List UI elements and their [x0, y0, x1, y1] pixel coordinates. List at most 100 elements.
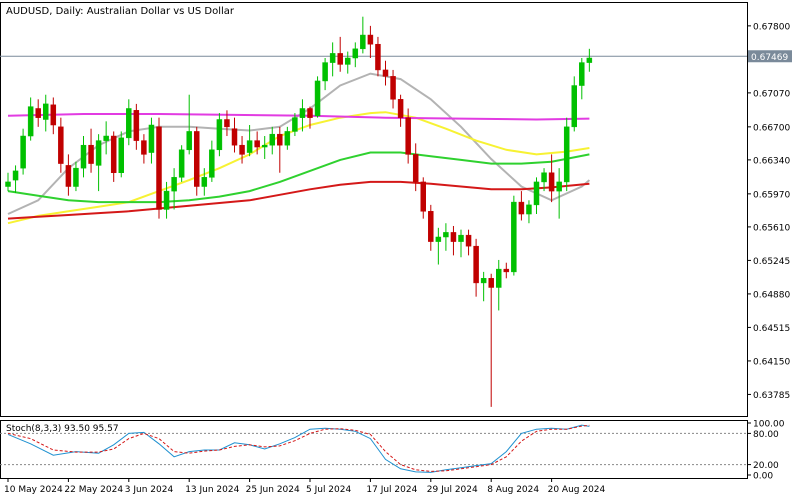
- candle-body: [156, 126, 162, 210]
- candle: [58, 117, 64, 173]
- candle-body: [397, 99, 404, 118]
- candle: [465, 229, 472, 256]
- candle: [533, 177, 540, 215]
- candle-body: [12, 170, 19, 181]
- candle-body: [420, 181, 426, 212]
- candle: [103, 121, 109, 155]
- candle: [352, 42, 359, 68]
- x-axis-label: 13 Jun 2024: [185, 485, 239, 495]
- stochastic-axis-label: 20.00: [753, 461, 779, 471]
- candle: [118, 131, 124, 178]
- candle: [397, 94, 404, 127]
- candle-body: [473, 245, 479, 284]
- stochastic-line: [7, 424, 590, 472]
- candle-body: [50, 104, 57, 126]
- candle-body: [231, 128, 238, 146]
- price-axis-label: 0.63785: [753, 391, 790, 401]
- candle: [480, 271, 487, 302]
- candle-body: [35, 108, 41, 118]
- price-axis-label: 0.65970: [753, 190, 790, 200]
- candle-body: [579, 62, 585, 86]
- candle-body: [194, 131, 200, 187]
- candle: [12, 165, 19, 193]
- candle: [556, 168, 562, 219]
- candle: [163, 181, 170, 219]
- candle-body: [118, 137, 124, 173]
- candle: [209, 140, 215, 182]
- candle-body: [186, 131, 192, 151]
- candle: [473, 238, 479, 297]
- candle-body: [5, 181, 11, 187]
- candle: [526, 200, 532, 224]
- candle: [20, 128, 26, 175]
- candle: [156, 117, 162, 219]
- x-axis-label: 22 May 2024: [64, 485, 123, 495]
- candle: [261, 136, 268, 159]
- x-axis-label: 25 Jun 2024: [246, 485, 300, 495]
- candle-body: [556, 181, 562, 192]
- stochastic-axis-label: 80.00: [753, 430, 779, 440]
- candle-body: [261, 144, 268, 148]
- candle: [88, 128, 94, 173]
- candle: [5, 172, 11, 192]
- candle-body: [428, 211, 434, 242]
- candle: [563, 117, 570, 192]
- candle: [292, 113, 298, 137]
- candle-body: [541, 172, 547, 183]
- last-price-label: 0.67469: [751, 53, 788, 63]
- candle-body: [450, 232, 457, 242]
- candle: [216, 113, 223, 157]
- candle-body: [73, 167, 79, 187]
- candle-body: [390, 76, 396, 100]
- candle-body: [533, 181, 540, 206]
- candle: [254, 131, 260, 155]
- candle: [194, 126, 200, 196]
- candle-body: [110, 135, 117, 173]
- x-axis-label: 5 Jul 2024: [306, 485, 351, 495]
- x-axis-label: 8 Aug 2024: [487, 485, 539, 495]
- candle-body: [458, 234, 464, 242]
- candle: [511, 195, 517, 276]
- price-pane-frame: [0, 2, 748, 417]
- candle: [314, 76, 321, 118]
- candle: [231, 117, 238, 153]
- price-pane: 0.67800 0.67070 0.66700 0.66340 0.65970 0.656…: [0, 2, 792, 417]
- candle: [65, 154, 72, 196]
- price-axis-label: 0.65245: [753, 257, 790, 267]
- candle-body: [443, 232, 449, 238]
- candle: [80, 136, 87, 178]
- candle-body: [314, 80, 321, 117]
- candle: [141, 134, 147, 164]
- candle: [443, 223, 449, 251]
- candle-body: [43, 103, 49, 120]
- stochastic-pane-frame: [0, 420, 748, 479]
- candle-body: [586, 57, 593, 63]
- candle: [50, 97, 57, 135]
- candle: [277, 126, 283, 173]
- candle: [405, 108, 411, 164]
- candle: [284, 126, 291, 150]
- candle-body: [254, 140, 260, 148]
- candle-body: [133, 110, 140, 141]
- candle-body: [488, 278, 494, 288]
- candle: [586, 48, 593, 72]
- candle-body: [216, 119, 223, 151]
- candle: [178, 145, 185, 182]
- candle: [171, 168, 177, 210]
- price-axis-label: 0.65610: [753, 223, 790, 233]
- candle-body: [209, 149, 215, 178]
- candle-body: [201, 177, 208, 187]
- candle-body: [307, 108, 313, 118]
- candle: [548, 154, 555, 203]
- candle-body: [277, 133, 283, 146]
- candle-body: [322, 62, 328, 82]
- candle: [360, 16, 366, 54]
- candle: [269, 126, 275, 155]
- candle: [186, 94, 192, 155]
- moving-average-line: [7, 180, 590, 220]
- candle: [307, 106, 313, 129]
- candle: [246, 125, 253, 157]
- candle: [496, 259, 502, 311]
